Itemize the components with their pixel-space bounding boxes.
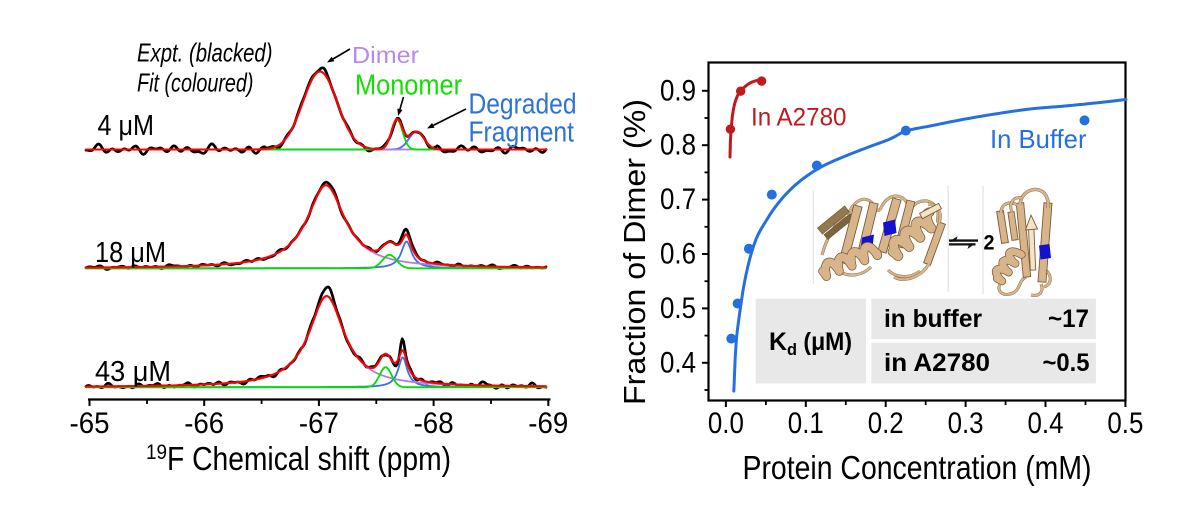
svg-text:0.4: 0.4: [1028, 407, 1064, 440]
svg-text:43 μM: 43 μM: [95, 356, 171, 388]
svg-text:Fit (coloured): Fit (coloured): [137, 68, 254, 98]
svg-text:-69: -69: [528, 407, 568, 440]
svg-text:0.7: 0.7: [660, 183, 696, 216]
svg-text:0.0: 0.0: [708, 407, 744, 440]
svg-text:In A2780: In A2780: [751, 104, 847, 132]
svg-text:Fragment: Fragment: [469, 117, 575, 149]
svg-text:-67: -67: [299, 407, 339, 440]
svg-text:in buffer: in buffer: [884, 305, 982, 333]
svg-text:0.2: 0.2: [868, 407, 904, 440]
svg-text:0.4: 0.4: [660, 346, 696, 379]
svg-text:In Buffer: In Buffer: [990, 124, 1087, 154]
svg-text:Kd (μM): Kd (μM): [769, 328, 852, 359]
svg-text:2: 2: [984, 232, 995, 255]
svg-text:Monomer: Monomer: [355, 70, 462, 102]
svg-text:4 μM: 4 μM: [98, 110, 155, 142]
svg-text:-65: -65: [70, 407, 110, 440]
svg-text:19F Chemical shift (ppm): 19F Chemical shift (ppm): [146, 440, 451, 477]
svg-text:0.5: 0.5: [1107, 407, 1143, 440]
svg-text:0.6: 0.6: [660, 238, 696, 271]
svg-text:0.3: 0.3: [948, 407, 984, 440]
svg-text:in A2780: in A2780: [884, 349, 990, 377]
svg-text:~0.5: ~0.5: [1043, 349, 1090, 377]
svg-text:0.8: 0.8: [660, 129, 696, 162]
svg-text:Fraction of Dimer (%): Fraction of Dimer (%): [617, 99, 652, 405]
svg-text:18 μM: 18 μM: [95, 237, 166, 269]
svg-text:Expt. (blacked): Expt. (blacked): [137, 38, 273, 68]
svg-text:Dimer: Dimer: [352, 42, 419, 68]
svg-text:~17: ~17: [1048, 305, 1089, 333]
svg-text:Protein Concentration (mM): Protein Concentration (mM): [743, 449, 1092, 486]
svg-text:0.9: 0.9: [660, 74, 696, 107]
svg-text:-68: -68: [414, 407, 454, 440]
svg-text:0.1: 0.1: [788, 407, 824, 440]
svg-text:0.5: 0.5: [660, 292, 696, 325]
svg-text:Degraded: Degraded: [469, 89, 577, 121]
svg-text:-66: -66: [184, 407, 224, 440]
